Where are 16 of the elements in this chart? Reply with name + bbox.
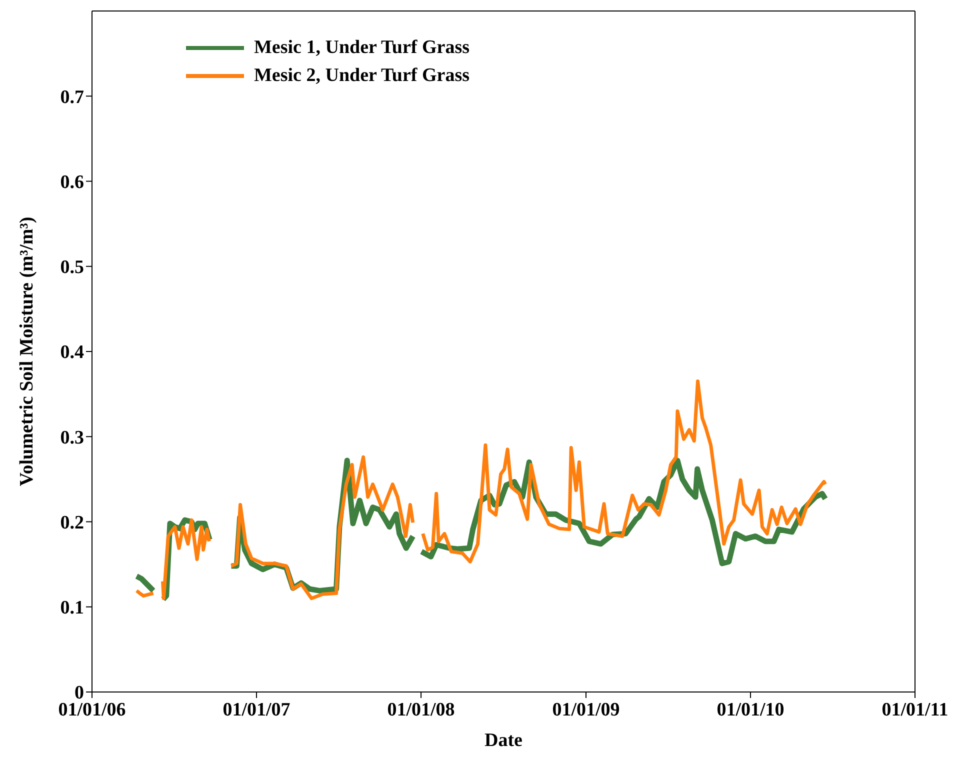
x-tick-label: 01/01/08	[387, 699, 455, 720]
y-tick-label: 0.2	[60, 512, 84, 534]
y-tick-label: 0.5	[60, 257, 84, 278]
x-tick-label: 01/01/11	[882, 699, 948, 720]
y-tick-label: 0.4	[60, 342, 84, 364]
y-tick-label: 0.3	[60, 427, 84, 448]
x-tick-label: 01/01/07	[222, 699, 291, 720]
y-tick-label: 0.6	[60, 172, 84, 193]
legend-label: Mesic 1, Under Turf Grass	[254, 36, 470, 60]
y-tick-label: 0.1	[60, 598, 84, 619]
y-axis-title: Volumetric Soil Moisture (m³/m³)	[16, 216, 38, 486]
x-axis-title: Date	[484, 730, 522, 751]
x-tick-label: 01/01/10	[716, 699, 784, 720]
x-tick-label: 01/01/09	[552, 699, 620, 720]
legend-label: Mesic 2, Under Turf Grass	[254, 64, 470, 88]
y-tick-label: 0.7	[60, 86, 84, 108]
